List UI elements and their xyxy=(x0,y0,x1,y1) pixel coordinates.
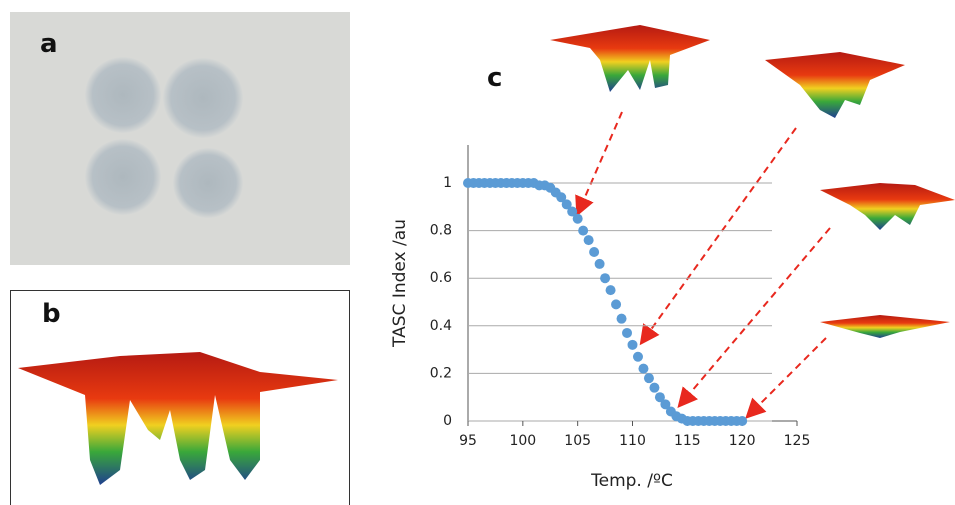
surface-panel: b xyxy=(10,290,350,505)
arrows xyxy=(575,111,831,419)
y-tick-label: 0.8 xyxy=(430,223,452,239)
data-point xyxy=(737,416,748,426)
data-point xyxy=(616,313,627,324)
data-point xyxy=(627,339,638,350)
y-axis-label: TASC Index /au xyxy=(390,219,410,348)
photo-panel: a xyxy=(10,12,350,265)
data-point xyxy=(643,373,654,384)
data-point xyxy=(572,213,583,224)
data-point xyxy=(649,382,660,393)
y-tick-label: 0 xyxy=(443,413,452,429)
data-point xyxy=(589,247,600,258)
data-point xyxy=(611,299,622,310)
y-tick-label: 0.2 xyxy=(430,365,452,381)
data-point xyxy=(654,392,665,403)
y-tick-label: 0.6 xyxy=(430,270,452,286)
x-axis-label: Temp. /ºC xyxy=(590,471,673,491)
data-point xyxy=(578,225,589,236)
data-point xyxy=(556,192,567,203)
data-point xyxy=(632,351,643,362)
small-surfaces xyxy=(550,25,955,338)
y-tick-label: 0.4 xyxy=(430,318,452,334)
data-point xyxy=(594,258,605,269)
panel-label: c xyxy=(487,63,502,93)
x-tick-label: 110 xyxy=(619,433,646,449)
x-tick-label: 100 xyxy=(509,433,536,449)
data-point xyxy=(622,327,633,338)
data-point xyxy=(605,285,616,296)
y-tick-label: 1 xyxy=(443,175,452,191)
data-point xyxy=(638,363,649,374)
x-tick-label: 95 xyxy=(459,433,477,449)
panel-label: b xyxy=(42,299,61,329)
data-point xyxy=(583,235,594,246)
x-tick-label: 115 xyxy=(674,433,701,449)
x-tick-label: 125 xyxy=(784,433,811,449)
data-point xyxy=(600,273,611,284)
data-point xyxy=(660,399,671,410)
x-tick-label: 105 xyxy=(564,433,591,449)
x-tick-label: 120 xyxy=(729,433,756,449)
data-point xyxy=(561,199,572,210)
data-point xyxy=(567,206,578,217)
panel-label: a xyxy=(40,29,58,59)
